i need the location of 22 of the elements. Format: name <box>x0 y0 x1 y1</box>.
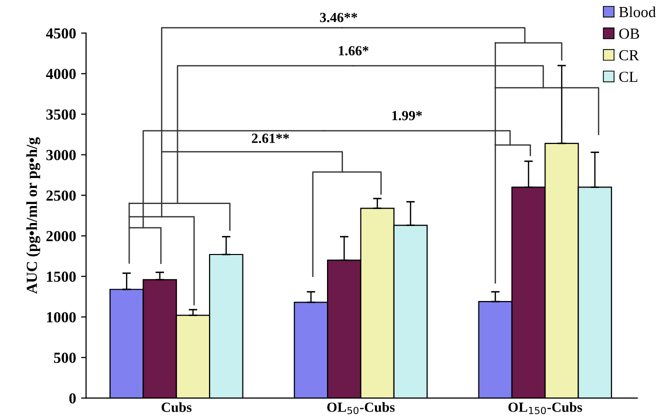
y-tick-label: 500 <box>54 352 76 363</box>
legend-label: OB <box>619 28 640 39</box>
y-tick-label: 3000 <box>46 150 76 160</box>
y-tick-label: 0 <box>69 393 76 404</box>
annotation: 1.66* <box>338 46 368 56</box>
y-tick-label: 3500 <box>46 109 76 120</box>
y-tick-label: 4500 <box>46 28 76 39</box>
y-tick-label: 1500 <box>47 272 76 282</box>
y-tick-label: 2500 <box>46 190 76 201</box>
y-tick-label: 1000 <box>47 312 76 322</box>
y-axis-title: AUC (pg•h/ml or pg•h/g <box>26 137 40 294</box>
legend-label: CR <box>619 50 639 60</box>
x-tick-label: OL$_{50}$-Cubs <box>327 402 395 414</box>
annotation: 2.61** <box>252 134 289 144</box>
y-tick-label: 4000 <box>46 68 76 80</box>
y-tick-label: 2000 <box>46 230 76 242</box>
x-tick-label: Cubs <box>162 402 192 412</box>
text: 3.46** <box>320 12 358 22</box>
annotation: 1.99* <box>392 110 422 120</box>
legend-label: Blood <box>619 6 656 18</box>
legend-label: CL <box>619 72 638 82</box>
x-tick-label: OL$_{150}$-Cubs <box>508 402 582 414</box>
